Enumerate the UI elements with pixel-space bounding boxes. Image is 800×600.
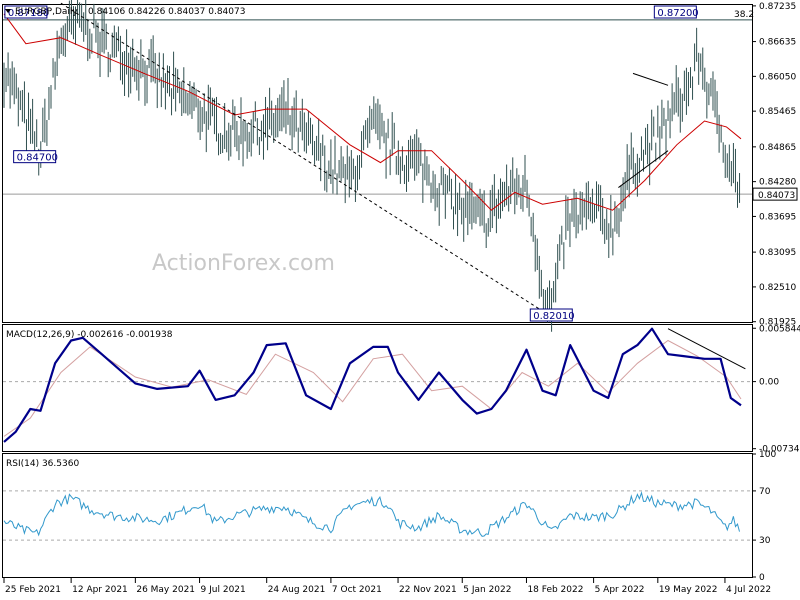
price-annotation-label: 0.84700: [17, 153, 58, 164]
date-axis-label: 26 May 2021: [136, 585, 195, 595]
price-axis-label: 0.86635: [759, 38, 796, 48]
date-axis-label: 9 Jul 2021: [201, 585, 246, 595]
rsi-title: RSI(14) 36.5360: [6, 459, 79, 469]
date-axis-label: 5 Jan 2022: [463, 585, 511, 595]
rsi-axis-label: 0: [759, 573, 765, 583]
symbol-label: EURGBP,Daily: [15, 7, 78, 17]
price-axis-label: 0.81925: [759, 318, 796, 328]
price-annotation-box: [4, 5, 48, 19]
price-axis-label: 0.85465: [759, 107, 796, 117]
date-axis-label: 25 Feb 2021: [5, 585, 61, 595]
axis-layer: 0.87235 0.86635 0.86050 0.85465 0.84865 0.842…: [3, 2, 800, 595]
rsi-line: [3, 491, 740, 537]
rsi-axis-label: 30: [759, 536, 771, 546]
macd-title: MACD(12,26,9) -0.002616 -0.001938: [6, 330, 173, 340]
date-axis-label: 12 Apr 2021: [72, 585, 128, 595]
trendline: [618, 150, 669, 188]
rsi-axis-label: 100: [759, 450, 776, 460]
price-panel-frame: [2, 4, 753, 323]
ohlc-readout: 0.84106 0.84226 0.84037 0.84073: [88, 7, 245, 17]
price-annotation-label: 0.87180: [8, 8, 49, 19]
last-price-label: 0.84073: [758, 191, 795, 201]
price-axis-label: 0.86050: [759, 72, 796, 82]
price-annotation-label: 0.82010: [533, 311, 574, 322]
dropdown-triangle-icon[interactable]: [5, 9, 11, 13]
macd-trendline: [667, 328, 746, 370]
price-axis-label: 0.83695: [759, 212, 796, 222]
price-annotation-label: 0.87200: [657, 8, 698, 19]
trendline: [60, 2, 552, 318]
last-price-tag: [752, 187, 798, 201]
price-axis-label: 0.82510: [759, 283, 796, 293]
date-axis-label: 4 Jul 2022: [726, 585, 771, 595]
rsi-axis-label: 70: [759, 487, 771, 497]
macd-axis-label: 0.005844: [759, 324, 800, 334]
price-annotation-box: [653, 5, 697, 19]
date-axis-label: 7 Oct 2021: [332, 585, 382, 595]
date-axis-label: 24 Aug 2021: [268, 585, 326, 595]
price-axis-label: 0.84280: [759, 178, 796, 188]
macd-layer: [3, 327, 752, 443]
price-axis-label: 0.84865: [759, 143, 796, 153]
moving-average-line: [3, 13, 742, 211]
price-annotation-box: [529, 308, 573, 322]
price-annotation-box: [13, 150, 57, 164]
date-axis-label: 18 Feb 2022: [527, 585, 583, 595]
price-axis-label: 0.87235: [759, 2, 796, 12]
date-axis-label: 22 Nov 2021: [399, 585, 457, 595]
fib-level-label: 38.2: [734, 10, 754, 20]
macd-axis-label: 0.00: [759, 378, 779, 388]
rsi-panel-frame: [2, 453, 753, 578]
macd-axis-label: -0.007346: [759, 445, 800, 455]
rsi-layer: [3, 490, 752, 541]
macd-signal-line: [3, 339, 742, 437]
price-layer: 38.2 0.87180 0.84700 0.87200 0.82010: [3, 0, 754, 332]
date-axis-label: 19 May 2022: [659, 585, 718, 595]
watermark: ActionForex.com: [152, 251, 335, 276]
price-axis-label: 0.83095: [759, 248, 796, 258]
macd-panel-frame: [2, 324, 753, 452]
date-axis-label: 5 Apr 2022: [595, 585, 645, 595]
macd-line: [3, 327, 742, 443]
trendline: [632, 72, 669, 86]
